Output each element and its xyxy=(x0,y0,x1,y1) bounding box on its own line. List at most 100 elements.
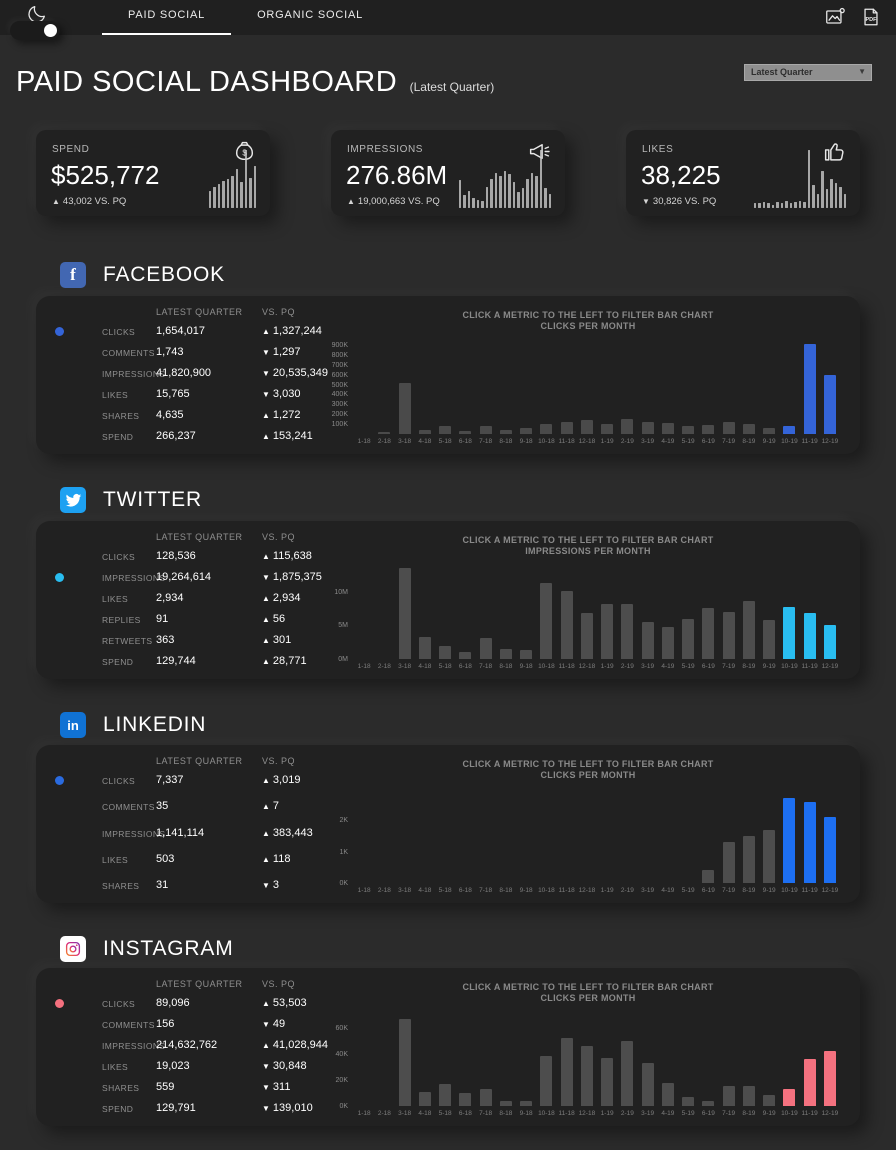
bar-column-2-19[interactable]: 2-19 xyxy=(617,1012,637,1117)
bar-column-10-19[interactable]: 10-19 xyxy=(779,1012,799,1117)
bar-column-6-18[interactable]: 6-18 xyxy=(455,789,475,894)
bar-column-3-18[interactable]: 3-18 xyxy=(395,340,415,445)
metric-row-spend[interactable]: SPEND 129,791 ▼ 139,010 xyxy=(36,1101,348,1116)
bar-column-4-19[interactable]: 4-19 xyxy=(658,565,678,670)
bar-column-1-18[interactable]: 1-18 xyxy=(354,1012,374,1117)
bar-column-8-18[interactable]: 8-18 xyxy=(496,565,516,670)
bar-column-9-18[interactable]: 9-18 xyxy=(516,340,536,445)
bar-column-10-18[interactable]: 10-18 xyxy=(536,789,556,894)
bar-column-1-18[interactable]: 1-18 xyxy=(354,565,374,670)
bar-column-12-19[interactable]: 12-19 xyxy=(820,789,840,894)
bar-column-4-18[interactable]: 4-18 xyxy=(415,1012,435,1117)
metric-row-spend[interactable]: SPEND 129,744 ▲ 28,771 xyxy=(36,654,348,669)
bar-column-11-19[interactable]: 11-19 xyxy=(800,565,820,670)
bar-column-12-19[interactable]: 12-19 xyxy=(820,340,840,445)
bar-column-4-18[interactable]: 4-18 xyxy=(415,565,435,670)
bar-column-7-19[interactable]: 7-19 xyxy=(719,789,739,894)
bar-column-4-19[interactable]: 4-19 xyxy=(658,1012,678,1117)
bar-column-2-19[interactable]: 2-19 xyxy=(617,789,637,894)
export-image-button[interactable] xyxy=(824,6,846,28)
metric-row-clicks[interactable]: CLICKS 89,096 ▲ 53,503 xyxy=(36,996,348,1011)
quarter-dropdown[interactable]: Latest Quarter ▼ xyxy=(744,64,872,81)
bar-column-2-18[interactable]: 2-18 xyxy=(374,340,394,445)
bar-column-3-18[interactable]: 3-18 xyxy=(395,789,415,894)
bar-column-1-19[interactable]: 1-19 xyxy=(597,1012,617,1117)
metric-row-clicks[interactable]: CLICKS 1,654,017 ▲ 1,327,244 xyxy=(36,324,348,339)
bar-column-11-18[interactable]: 11-18 xyxy=(557,1012,577,1117)
bar-column-5-19[interactable]: 5-19 xyxy=(678,340,698,445)
bar-column-7-18[interactable]: 7-18 xyxy=(476,1012,496,1117)
metric-row-spend[interactable]: SPEND 266,237 ▲ 153,241 xyxy=(36,429,348,444)
metric-row-likes[interactable]: LIKES 2,934 ▲ 2,934 xyxy=(36,591,348,606)
bar-column-3-19[interactable]: 3-19 xyxy=(638,789,658,894)
bar-column-5-18[interactable]: 5-18 xyxy=(435,1012,455,1117)
bar-column-7-19[interactable]: 7-19 xyxy=(719,1012,739,1117)
bar-column-6-19[interactable]: 6-19 xyxy=(698,340,718,445)
bar-column-1-19[interactable]: 1-19 xyxy=(597,565,617,670)
theme-toggle[interactable] xyxy=(10,21,60,40)
bar-column-3-18[interactable]: 3-18 xyxy=(395,565,415,670)
bar-column-8-19[interactable]: 8-19 xyxy=(739,565,759,670)
tab-organic-social[interactable]: ORGANIC SOCIAL xyxy=(257,9,364,21)
theme-toggle-knob[interactable] xyxy=(44,24,57,37)
bar-column-8-18[interactable]: 8-18 xyxy=(496,340,516,445)
bar-column-11-18[interactable]: 11-18 xyxy=(557,340,577,445)
metric-row-impressions[interactable]: IMPRESSIONS 19,264,614 ▼ 1,875,375 xyxy=(36,570,348,585)
metric-row-likes[interactable]: LIKES 19,023 ▼ 30,848 xyxy=(36,1059,348,1074)
bar-column-4-19[interactable]: 4-19 xyxy=(658,789,678,894)
bar-column-1-19[interactable]: 1-19 xyxy=(597,340,617,445)
bar-column-4-18[interactable]: 4-18 xyxy=(415,340,435,445)
bar-column-12-18[interactable]: 12-18 xyxy=(577,565,597,670)
tab-paid-social[interactable]: PAID SOCIAL xyxy=(102,0,232,35)
bar-column-8-19[interactable]: 8-19 xyxy=(739,1012,759,1117)
bar-column-4-19[interactable]: 4-19 xyxy=(658,340,678,445)
metric-row-retweets[interactable]: RETWEETS 363 ▲ 301 xyxy=(36,633,348,648)
bar-column-2-18[interactable]: 2-18 xyxy=(374,789,394,894)
metric-row-comments[interactable]: COMMENTS 156 ▼ 49 xyxy=(36,1017,348,1032)
bar-column-3-19[interactable]: 3-19 xyxy=(638,565,658,670)
metric-row-replies[interactable]: REPLIES 91 ▲ 56 xyxy=(36,612,348,627)
bar-column-9-19[interactable]: 9-19 xyxy=(759,340,779,445)
bar-column-9-19[interactable]: 9-19 xyxy=(759,1012,779,1117)
bar-column-2-18[interactable]: 2-18 xyxy=(374,1012,394,1117)
bar-column-11-18[interactable]: 11-18 xyxy=(557,789,577,894)
bar-column-1-18[interactable]: 1-18 xyxy=(354,789,374,894)
export-pdf-button[interactable]: PDF xyxy=(860,6,882,28)
bar-column-10-19[interactable]: 10-19 xyxy=(779,789,799,894)
bar-column-5-19[interactable]: 5-19 xyxy=(678,789,698,894)
metric-row-comments[interactable]: COMMENTS 1,743 ▼ 1,297 xyxy=(36,345,348,360)
bar-column-8-19[interactable]: 8-19 xyxy=(739,789,759,894)
metric-row-impressions[interactable]: IMPRESSIONS 214,632,762 ▲ 41,028,944 xyxy=(36,1038,348,1053)
metric-row-likes[interactable]: LIKES 15,765 ▼ 3,030 xyxy=(36,387,348,402)
bar-column-7-18[interactable]: 7-18 xyxy=(476,340,496,445)
bar-column-8-18[interactable]: 8-18 xyxy=(496,789,516,894)
bar-column-8-19[interactable]: 8-19 xyxy=(739,340,759,445)
bar-column-2-19[interactable]: 2-19 xyxy=(617,340,637,445)
bar-column-6-19[interactable]: 6-19 xyxy=(698,565,718,670)
bar-column-11-19[interactable]: 11-19 xyxy=(800,789,820,894)
bar-column-9-18[interactable]: 9-18 xyxy=(516,1012,536,1117)
bar-column-1-19[interactable]: 1-19 xyxy=(597,789,617,894)
bar-column-11-18[interactable]: 11-18 xyxy=(557,565,577,670)
bar-column-10-18[interactable]: 10-18 xyxy=(536,340,556,445)
bar-column-7-18[interactable]: 7-18 xyxy=(476,789,496,894)
bar-column-5-18[interactable]: 5-18 xyxy=(435,789,455,894)
bar-column-12-18[interactable]: 12-18 xyxy=(577,1012,597,1117)
bar-column-11-19[interactable]: 11-19 xyxy=(800,1012,820,1117)
bar-column-7-19[interactable]: 7-19 xyxy=(719,565,739,670)
bar-column-10-19[interactable]: 10-19 xyxy=(779,565,799,670)
bar-column-8-18[interactable]: 8-18 xyxy=(496,1012,516,1117)
metric-row-shares[interactable]: SHARES 559 ▼ 311 xyxy=(36,1080,348,1095)
bar-column-3-18[interactable]: 3-18 xyxy=(395,1012,415,1117)
bar-column-9-18[interactable]: 9-18 xyxy=(516,565,536,670)
metric-row-shares[interactable]: SHARES 31 ▼ 3 xyxy=(36,878,348,893)
metric-row-shares[interactable]: SHARES 4,635 ▲ 1,272 xyxy=(36,408,348,423)
bar-column-5-18[interactable]: 5-18 xyxy=(435,565,455,670)
bar-column-7-19[interactable]: 7-19 xyxy=(719,340,739,445)
bar-column-12-19[interactable]: 12-19 xyxy=(820,1012,840,1117)
bar-column-5-18[interactable]: 5-18 xyxy=(435,340,455,445)
bar-column-12-18[interactable]: 12-18 xyxy=(577,340,597,445)
bar-column-2-18[interactable]: 2-18 xyxy=(374,565,394,670)
bar-column-1-18[interactable]: 1-18 xyxy=(354,340,374,445)
bar-column-5-19[interactable]: 5-19 xyxy=(678,1012,698,1117)
